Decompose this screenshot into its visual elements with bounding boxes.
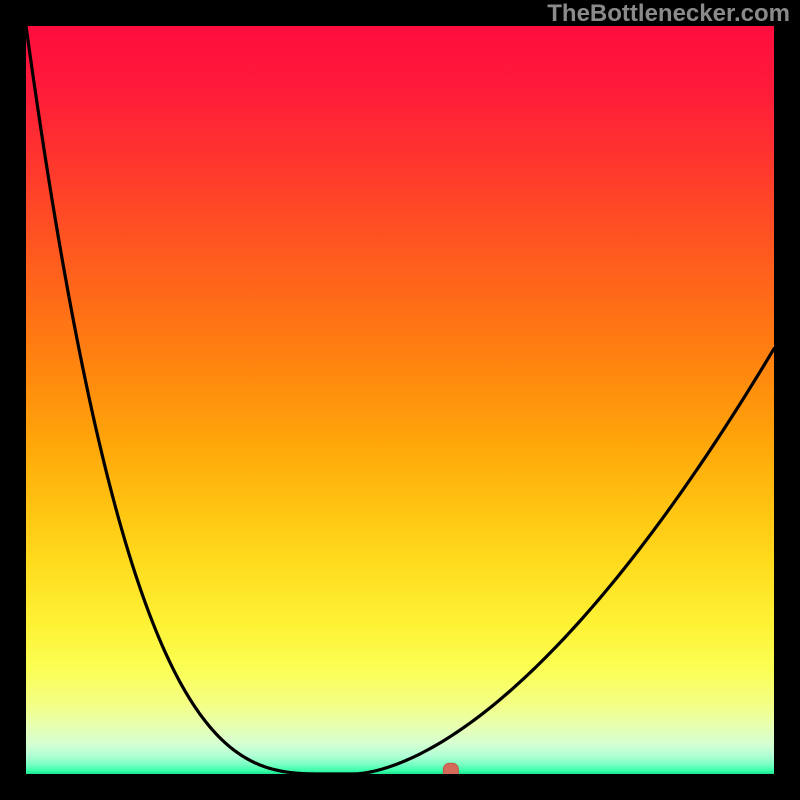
plot-area [26,26,774,774]
watermark-text: TheBottlenecker.com [547,0,790,28]
gradient-background [26,26,774,774]
plot-svg [26,26,774,774]
chart-container: TheBottlenecker.com [0,0,800,800]
minimum-marker [443,763,458,774]
